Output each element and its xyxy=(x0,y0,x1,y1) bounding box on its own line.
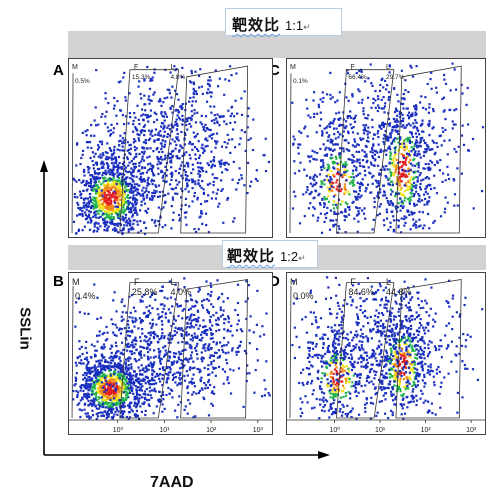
gate-f-percent: 84.6% xyxy=(348,287,374,297)
flow-plot-a: M 0.5% F 15.3% L 4.8% xyxy=(68,58,273,238)
y-axis-label: SSLin xyxy=(16,307,34,350)
gate-f-percent: 66.4% xyxy=(348,74,367,81)
gate-l-percent: 29.7% xyxy=(386,74,405,81)
x-tick-label: 10² xyxy=(206,427,217,434)
gate-letter-f: F xyxy=(350,277,356,287)
gate-l-percent: 4.0% xyxy=(171,287,192,297)
gate-letter-l: L xyxy=(171,277,176,287)
gate-l-percent: 4.8% xyxy=(171,74,186,81)
flow-plot-d: M 0.0% F 84.6% L 44.8% 10⁰ 10¹ 10² 10³ xyxy=(286,272,486,435)
flow-plot-c: M 0.1% F 66.4% L 29.7% xyxy=(286,58,486,238)
flow-plot-b: M 0.4% F 25.8% L 4.0% 10⁰ 10¹ 10² 10³ xyxy=(68,272,273,435)
scatter-dots xyxy=(72,65,270,235)
gate-outlines xyxy=(71,278,249,419)
x-axis-ticks: 10⁰ 10¹ 10² 10³ xyxy=(287,419,485,434)
x-tick-label: 10¹ xyxy=(375,427,386,434)
gate-m-percent: 0.0% xyxy=(293,291,314,301)
gate-letter-m: M xyxy=(290,277,298,287)
gate-letter-m: M xyxy=(290,64,296,71)
ratio-value-top: 1:1 xyxy=(285,18,304,33)
panel-letter-c: C xyxy=(269,62,280,79)
gate-letter-f: F xyxy=(134,64,138,71)
panel-letter-d: D xyxy=(269,273,280,290)
panel-letter-b: B xyxy=(53,273,64,290)
x-tick-label: 10² xyxy=(421,427,432,434)
ratio-value-middle: 1:2 xyxy=(280,249,299,264)
gate-letter-f: F xyxy=(134,277,140,287)
plot-surface: M 0.5% F 15.3% L 4.8% xyxy=(71,64,270,235)
gate-outlines xyxy=(289,278,462,419)
ratio-label-top: 靶效比 1:1↵ xyxy=(225,8,342,36)
gate-f-percent: 25.8% xyxy=(132,287,158,297)
panel-letter-a: A xyxy=(53,62,64,79)
scatter-dots xyxy=(291,62,485,234)
ratio-label-middle: 靶效比 1:2↵ xyxy=(222,240,318,268)
return-mark-icon: ↵ xyxy=(303,23,311,33)
gate-letter-l: L xyxy=(386,64,390,71)
x-tick-label: 10³ xyxy=(466,427,477,434)
gate-m-percent: 0.4% xyxy=(75,291,96,301)
x-tick-label: 10⁰ xyxy=(330,426,341,434)
plot-surface: M 0.1% F 66.4% L 29.7% xyxy=(289,62,485,234)
gate-outlines xyxy=(289,65,462,234)
x-tick-label: 10³ xyxy=(253,427,264,434)
x-axis-label: 7AAD xyxy=(150,474,194,491)
gate-letter-m: M xyxy=(72,64,78,71)
gate-m-percent: 0.1% xyxy=(293,78,308,85)
x-axis-ticks: 10⁰ 10¹ 10² 10³ xyxy=(69,419,272,434)
gate-letter-m: M xyxy=(72,277,80,287)
ratio-title-top: 靶效比 xyxy=(232,16,281,34)
gate-l-percent: 44.8% xyxy=(386,287,412,297)
x-tick-label: 10¹ xyxy=(159,427,170,434)
x-tick-label: 10⁰ xyxy=(113,426,124,434)
plot-surface: M 0.0% F84.6% L44.8% 10⁰ 10¹ 10² 10³ xyxy=(287,276,485,434)
ratio-title-middle: 靶效比 xyxy=(227,247,276,265)
plot-surface: M 0.4% F25.8% L4.0% 10⁰ 10¹ 10² 10³ xyxy=(69,277,272,434)
return-mark-icon: ↵ xyxy=(298,254,306,264)
gate-letter-f: F xyxy=(350,64,354,71)
gate-letter-l: L xyxy=(386,277,391,287)
gate-letter-l: L xyxy=(171,64,175,71)
gate-f-percent: 15.3% xyxy=(132,74,151,81)
gate-m-percent: 0.5% xyxy=(75,78,90,85)
gate-outlines xyxy=(71,65,249,234)
